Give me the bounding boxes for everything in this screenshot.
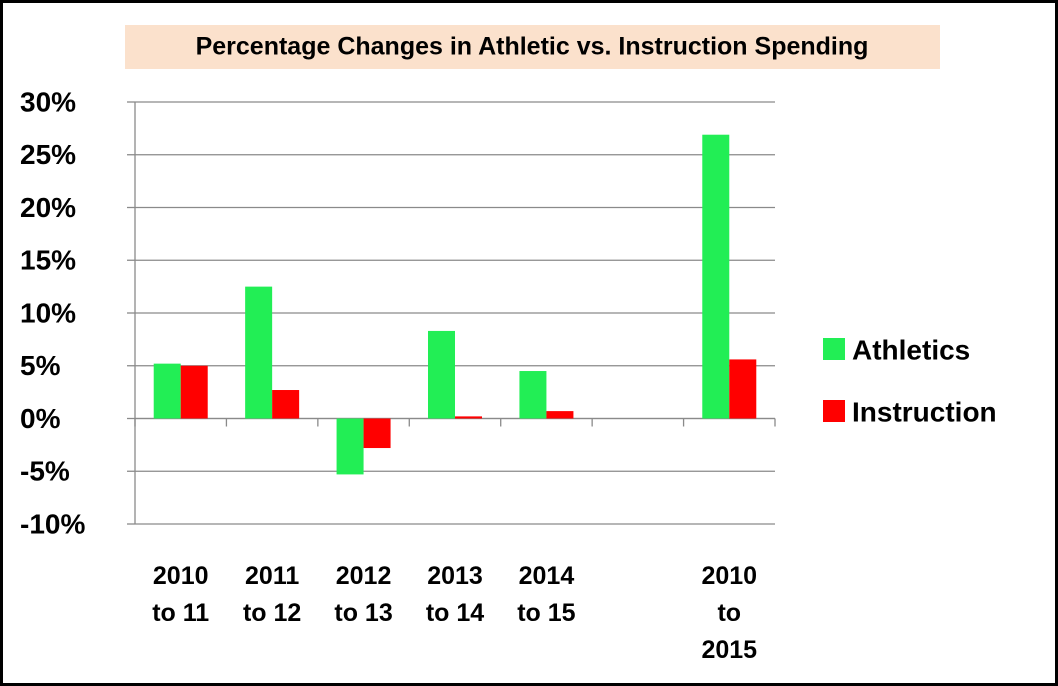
bar [729,359,757,419]
x-tick-label: 2011 to 12 [243,562,301,627]
y-tick-label: 10% [20,297,76,328]
legend-label: Athletics [852,334,970,365]
x-tick-label: 2010 to 2015 [701,562,757,664]
x-tick-label-line: to 12 [243,599,301,627]
title-background [125,25,940,69]
x-tick-label-line: 2010 [701,562,757,590]
x-tick-label-line: 2012 [336,562,392,590]
x-tick-label-line: 2013 [427,562,483,590]
legend-swatch [823,400,845,422]
bar [336,418,364,475]
y-tick-label: 5% [20,350,61,381]
bar [428,330,455,419]
bar [272,390,300,419]
x-tick-label: 2013 to 14 [426,562,484,627]
x-tick-label-line: to 11 [152,599,209,627]
x-tick-label-line: to 13 [334,599,392,627]
x-tick-label-line: 2010 [153,562,209,590]
bar [153,363,181,419]
bar [519,371,547,419]
legend-label: Instruction [852,396,997,427]
y-tick-label: 0% [20,403,61,434]
bar [455,416,482,419]
x-tick-label-line: to 15 [517,599,575,627]
x-tick-label-line: 2011 [245,562,299,590]
bar [546,411,574,419]
y-tick-label: 15% [20,245,76,276]
bar [702,134,730,419]
y-tick-label: 20% [20,192,76,223]
x-tick-label: 2012 to 13 [334,562,392,627]
x-tick-label-line: 2014 [519,562,575,590]
x-tick-label: 2014 to 15 [517,562,575,627]
x-tick-label-line: 2015 [701,636,757,664]
x-tick-label-line: to 14 [426,599,484,627]
chart-title: Percentage Changes in Athletic vs. Instr… [196,33,869,61]
x-tick-label: 2010 to 11 [152,562,209,627]
y-tick-label: -10% [20,508,85,539]
bar [245,286,273,419]
legend-swatch [823,338,845,360]
bar [180,365,208,419]
y-tick-label: 30% [20,86,76,117]
y-tick-label: 25% [20,139,76,170]
x-tick-label-line: to [717,599,741,627]
bar [363,418,391,449]
y-tick-label: -5% [20,456,70,487]
